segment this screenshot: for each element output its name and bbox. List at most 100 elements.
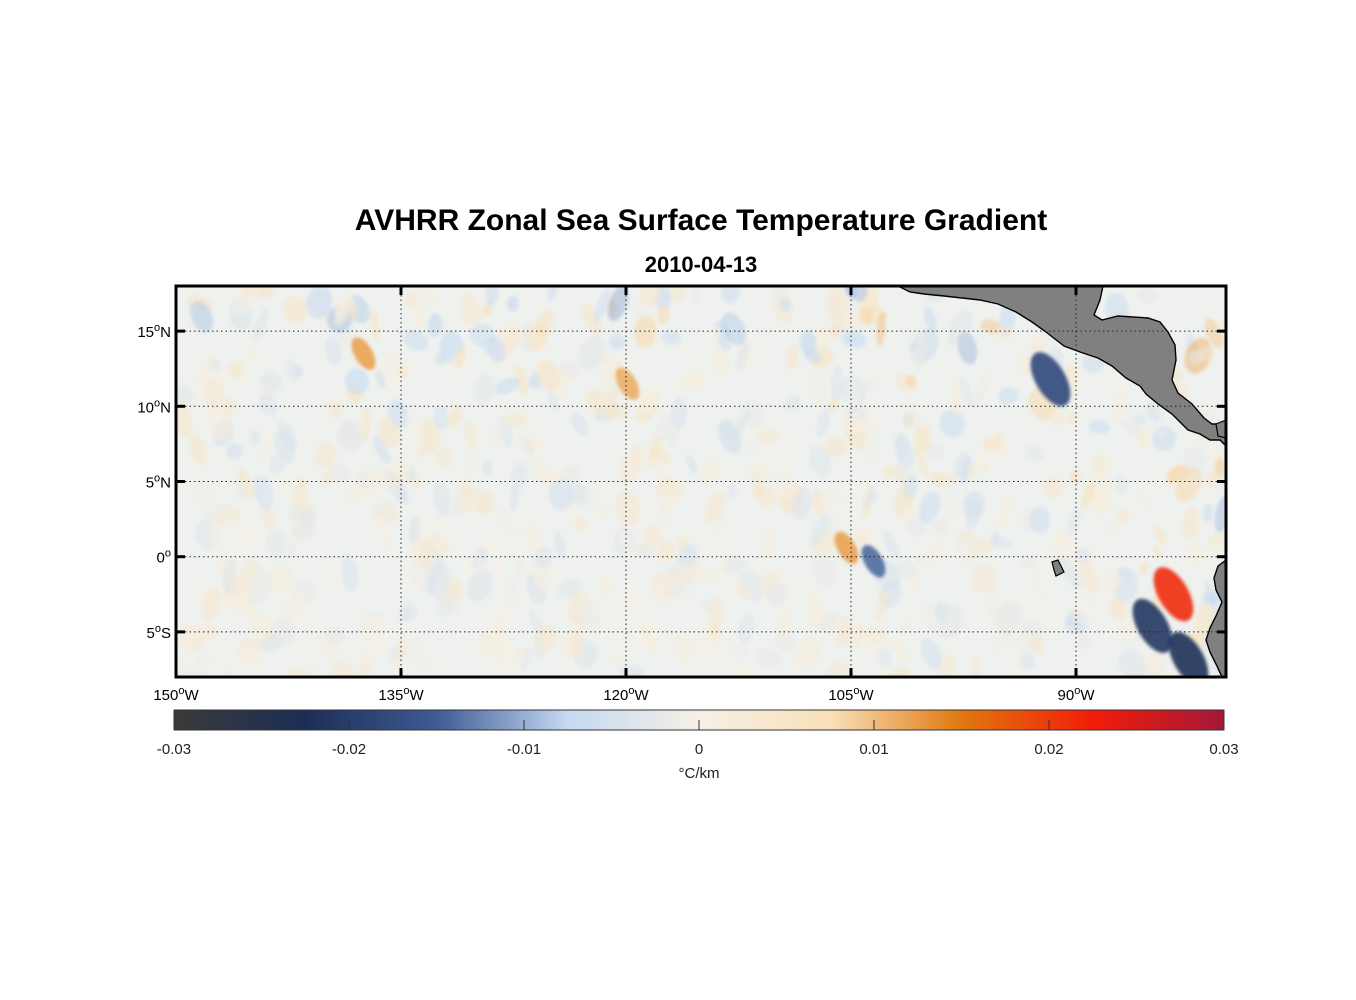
field-cell xyxy=(856,527,867,544)
latitude-label: 5oN xyxy=(146,473,171,492)
field-feature xyxy=(1153,567,1194,622)
field-cell xyxy=(816,408,831,437)
field-cell xyxy=(419,659,436,673)
field-cell xyxy=(558,579,583,599)
field-cell xyxy=(432,482,452,517)
field-cell xyxy=(405,290,418,310)
field-cell xyxy=(514,553,525,583)
field-cell xyxy=(766,584,787,606)
field-cell xyxy=(324,336,342,365)
field-cell xyxy=(915,450,929,480)
field-cell xyxy=(1139,562,1149,575)
field-feature xyxy=(834,531,859,564)
field-cell xyxy=(300,639,316,662)
field-cell xyxy=(531,455,550,483)
field-cell xyxy=(591,497,608,523)
field-cell xyxy=(637,620,664,653)
field-cell xyxy=(817,495,831,511)
field-feature xyxy=(861,544,886,578)
field-cell xyxy=(435,447,455,469)
latitude-label: 15oN xyxy=(137,322,171,341)
field-cell xyxy=(423,286,436,308)
field-cell xyxy=(998,387,1019,405)
field-cell xyxy=(1066,506,1081,539)
field-cell xyxy=(1121,420,1143,434)
field-cell xyxy=(1175,467,1202,503)
field-cell xyxy=(996,325,1013,341)
field-cell xyxy=(534,546,553,568)
field-cell xyxy=(334,291,355,327)
field-cell xyxy=(176,400,193,438)
field-cell xyxy=(937,654,956,677)
field-cell xyxy=(226,443,243,460)
field-cell xyxy=(924,307,937,333)
field-cell xyxy=(581,303,601,336)
field-cell xyxy=(176,662,193,677)
field-cell xyxy=(1021,552,1037,569)
field-cell xyxy=(1142,652,1164,677)
field-cell xyxy=(504,577,516,590)
field-cell xyxy=(809,445,832,478)
field-cell xyxy=(467,569,493,602)
field-cell xyxy=(578,335,606,371)
field-cell xyxy=(721,312,747,346)
field-cell xyxy=(202,624,220,640)
field-cell xyxy=(253,475,274,510)
field-cell xyxy=(810,551,837,588)
field-cell xyxy=(908,348,927,370)
field-cell xyxy=(863,379,882,394)
field-cell xyxy=(669,562,695,600)
field-cell xyxy=(496,502,515,538)
field-cell xyxy=(553,531,566,559)
south-america-coast xyxy=(1205,559,1226,677)
field-cell xyxy=(882,465,894,481)
field-cell xyxy=(316,633,333,656)
field-cell xyxy=(236,521,262,558)
field-cell xyxy=(448,404,463,428)
field-cell xyxy=(291,521,316,541)
field-cell xyxy=(429,312,440,338)
field-cell xyxy=(756,427,780,444)
field-cell xyxy=(1031,336,1045,357)
field-cell xyxy=(274,430,295,464)
field-cell xyxy=(899,612,915,637)
field-cell xyxy=(464,420,479,452)
field-cell xyxy=(666,286,687,302)
field-cell xyxy=(676,535,689,550)
field-cell xyxy=(657,541,676,563)
field-cell xyxy=(959,310,974,332)
field-cell xyxy=(485,606,512,636)
field-cell xyxy=(963,491,986,519)
field-cell xyxy=(259,393,278,417)
field-cell xyxy=(495,377,520,395)
field-cell xyxy=(744,399,764,429)
field-cell xyxy=(1214,495,1226,533)
field-cell xyxy=(209,520,225,554)
field-cell xyxy=(434,519,446,534)
field-cell xyxy=(804,350,823,364)
field-cell xyxy=(1048,407,1065,428)
field-cell xyxy=(313,441,337,469)
field-cell xyxy=(958,375,974,409)
field-cell xyxy=(341,556,359,593)
field-cell xyxy=(471,547,487,570)
field-cell xyxy=(634,316,657,348)
field-cell xyxy=(859,307,873,326)
field-cell xyxy=(1182,446,1206,474)
field-cell xyxy=(577,596,603,630)
field-cell xyxy=(405,465,416,484)
longitude-label: 135oW xyxy=(378,685,424,704)
field-cell xyxy=(1111,388,1128,425)
colorbar-tick-label: -0.02 xyxy=(332,741,366,758)
field-cell xyxy=(192,376,209,403)
field-cell xyxy=(705,489,726,524)
latitude-label: 10oN xyxy=(137,397,171,416)
field-cell xyxy=(849,380,858,408)
field-cell xyxy=(876,311,886,347)
longitude-label: 150oW xyxy=(153,685,199,704)
field-cell xyxy=(329,661,353,677)
field-cell xyxy=(661,331,682,345)
field-cell xyxy=(517,435,543,450)
field-cell xyxy=(194,484,212,509)
field-cell xyxy=(383,461,408,492)
